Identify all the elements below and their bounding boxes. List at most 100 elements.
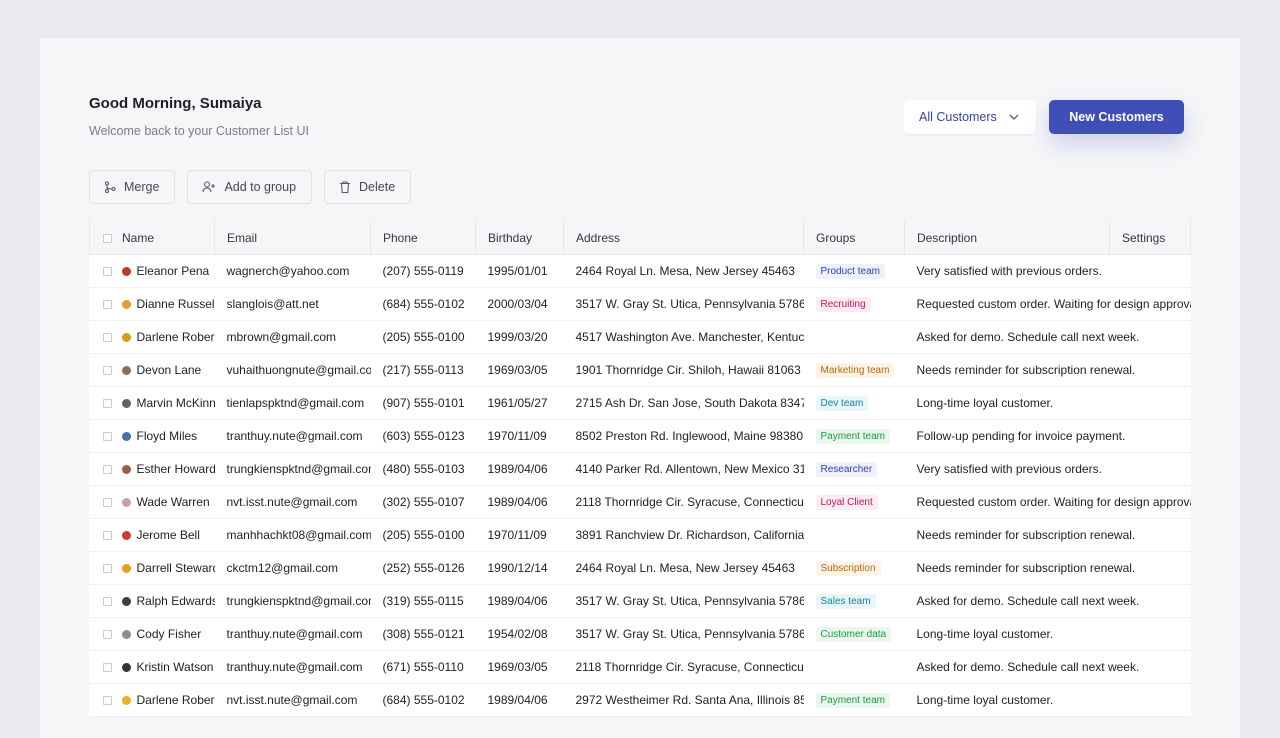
address-cell: 3517 W. Gray St. Utica, Pennsylvania 578…: [563, 584, 804, 618]
email-cell: vuhaithuongnute@gmail.com: [214, 353, 371, 387]
customer-row: Dianne Russell slanglois@att.net (684) 555…: [89, 287, 1191, 321]
checkbox[interactable]: [102, 333, 112, 343]
group-tag: Payment team: [815, 693, 890, 708]
group-cell: Researcher: [803, 452, 905, 486]
checkbox[interactable]: [102, 498, 112, 508]
phone-cell: (217) 555-0113: [370, 353, 476, 387]
merge-button[interactable]: Merge: [89, 170, 176, 204]
description-cell: Long-time loyal customer.: [904, 617, 1191, 651]
address-cell: 2464 Royal Ln. Mesa, New Jersey 45463: [563, 254, 804, 288]
avatar: [121, 300, 131, 310]
address-cell: 1901 Thornridge Cir. Shiloh, Hawaii 8106…: [563, 353, 804, 387]
checkbox[interactable]: [102, 531, 112, 541]
name-cell: Esther Howard: [89, 452, 215, 486]
customer-row: Kristin Watson tranthuy.nute@gmail.com (67…: [89, 650, 1191, 684]
filter-label: All Customers: [919, 110, 997, 124]
birthday-cell: 1961/05/27: [475, 386, 564, 420]
column-header: Birthday: [475, 221, 564, 255]
column-label: Groups: [816, 230, 856, 245]
customer-row: Ralph Edwards trungkienspktnd@gmail.com (3…: [89, 584, 1191, 618]
customer-row: Marvin McKinne tienlapspktnd@gmail.com (90…: [89, 386, 1191, 420]
checkbox[interactable]: [102, 630, 112, 640]
avatar: [121, 465, 131, 475]
address-cell: 2715 Ash Dr. San Jose, South Dakota 8347…: [563, 386, 804, 420]
new-customers-button[interactable]: New Customers: [1049, 100, 1184, 134]
group-cell: Recruiting: [803, 287, 905, 321]
name-cell: Devon Lane: [89, 353, 215, 387]
phone-cell: (907) 555-0101: [370, 386, 476, 420]
customer-name: Darlene Roberts: [136, 693, 215, 707]
address-cell: 2464 Royal Ln. Mesa, New Jersey 45463: [563, 551, 804, 585]
checkbox[interactable]: [102, 300, 112, 310]
group-cell: [803, 518, 905, 552]
customer-name: Wade Warren: [136, 495, 210, 509]
description-cell: Needs reminder for subscription renewal.: [904, 551, 1191, 585]
name-cell: Dianne Russell: [89, 287, 215, 321]
birthday-cell: 1989/04/06: [475, 452, 564, 486]
address-cell: 2118 Thornridge Cir. Syracuse, Connectic…: [563, 485, 804, 519]
checkbox[interactable]: [102, 366, 112, 376]
column-header: Groups: [803, 221, 905, 255]
birthday-cell: 1989/04/06: [475, 485, 564, 519]
checkbox[interactable]: [102, 465, 112, 475]
email-cell: nvt.isst.nute@gmail.com: [214, 485, 371, 519]
avatar: [121, 333, 131, 343]
checkbox[interactable]: [103, 233, 112, 243]
description-cell: Needs reminder for subscription renewal.: [904, 518, 1191, 552]
description-cell: Long-time loyal customer.: [904, 386, 1191, 420]
main-card: Good Morning, Sumaiya Welcome back to yo…: [40, 38, 1240, 738]
email-cell: ckctm12@gmail.com: [214, 551, 371, 585]
checkbox[interactable]: [102, 432, 112, 442]
group-cell: Marketing team: [803, 353, 905, 387]
column-label: Name: [122, 230, 155, 245]
customer-row: Darlene Robert mbrown@gmail.com (205) 555-…: [89, 320, 1191, 354]
customer-name: Floyd Miles: [136, 429, 198, 443]
column-header: Phone: [370, 221, 476, 255]
avatar: [121, 267, 131, 277]
description-cell: Needs reminder for subscription renewal.: [904, 353, 1191, 387]
page: Good Morning, Sumaiya Welcome back to yo…: [40, 38, 1240, 738]
column-header: Name: [89, 221, 215, 255]
avatar: [121, 630, 131, 640]
birthday-cell: 1970/11/09: [475, 419, 564, 453]
email-cell: trungkienspktnd@gmail.com: [214, 452, 371, 486]
group-cell: Subscription: [803, 551, 905, 585]
phone-cell: (207) 555-0119: [370, 254, 476, 288]
customer-row: Cody Fisher tranthuy.nute@gmail.com (308) …: [89, 617, 1191, 651]
checkbox[interactable]: [102, 663, 112, 673]
avatar: [121, 498, 131, 508]
delete-button[interactable]: Delete: [324, 170, 412, 204]
header-row: Name Email Phone Birthday Address Groups Descr…: [89, 221, 1191, 255]
column-label: Phone: [383, 230, 418, 245]
email-cell: wagnerch@yahoo.com: [214, 254, 371, 288]
checkbox[interactable]: [102, 696, 112, 706]
group-cell: Loyal Client: [803, 485, 905, 519]
checkbox[interactable]: [102, 597, 112, 607]
table-body: Eleanor Pena wagnerch@yahoo.com (207) 555-…: [89, 254, 1191, 717]
checkbox[interactable]: [102, 399, 112, 409]
description-cell: Long-time loyal customer.: [904, 683, 1191, 717]
checkbox[interactable]: [102, 564, 112, 574]
customer-row: Esther Howard trungkienspktnd@gmail.com (4…: [89, 452, 1191, 486]
avatar: [121, 531, 131, 541]
name-cell: Darrell Steward: [89, 551, 215, 585]
customer-row: Darlene Robertsnvt.isst.nute@gmail.com(6…: [89, 683, 1191, 717]
description-cell: Very satisfied with previous orders.: [904, 254, 1191, 288]
add-to-group-button[interactable]: Add to group: [187, 170, 313, 204]
greeting: Good Morning, Sumaiya: [89, 95, 262, 112]
birthday-cell: 1954/02/08: [475, 617, 564, 651]
group-cell: [803, 320, 905, 354]
group-cell: Payment team: [803, 419, 905, 453]
description-cell: Very satisfied with previous orders.: [904, 452, 1191, 486]
email-cell: trungkienspktnd@gmail.com: [214, 584, 371, 618]
customer-row: Wade Warren nvt.isst.nute@gmail.com (302) …: [89, 485, 1191, 519]
group-tag: Subscription: [815, 561, 881, 576]
group-cell: [803, 650, 905, 684]
description-cell: Requested custom order. Waiting for desi…: [904, 485, 1191, 519]
name-cell: Darlene Roberts: [89, 683, 215, 717]
birthday-cell: 1969/03/05: [475, 650, 564, 684]
checkbox[interactable]: [102, 267, 112, 277]
filter-dropdown[interactable]: All Customers: [904, 100, 1036, 134]
phone-cell: (671) 555-0110: [370, 650, 476, 684]
name-cell: Floyd Miles: [89, 419, 215, 453]
